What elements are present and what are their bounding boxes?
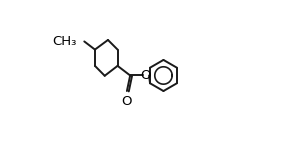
Text: O: O (122, 95, 132, 108)
Text: CH₃: CH₃ (53, 35, 77, 48)
Text: O: O (141, 69, 151, 82)
